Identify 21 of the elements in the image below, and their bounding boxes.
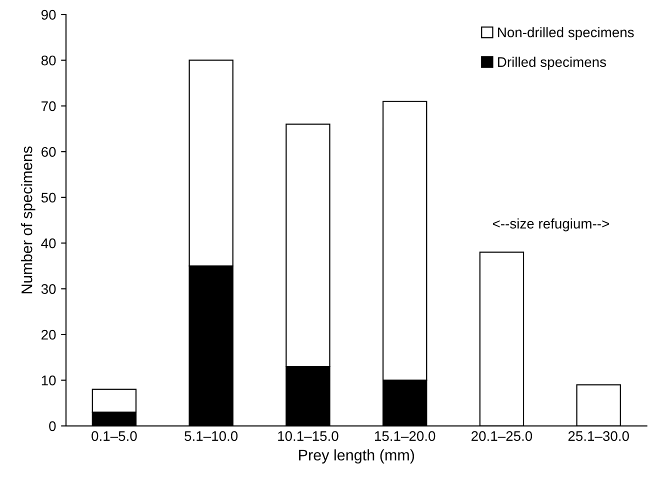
- x-tick-label: 10.1–15.0: [278, 431, 338, 441]
- x-tick-label: 25.1–30.0: [568, 431, 629, 441]
- y-tick-label: 20: [42, 330, 56, 340]
- y-tick-label: 10: [42, 376, 56, 386]
- y-tick-label: 50: [41, 192, 56, 203]
- annotation: <--size refugium-->: [493, 218, 609, 232]
- y-axis-title: Number of specimens: [21, 146, 36, 294]
- y-tick-label: 60: [42, 146, 56, 157]
- y-tick-label: 30: [41, 284, 56, 294]
- x-axis-title: Prey length (mm): [299, 449, 414, 464]
- legend-label: Drilled specimens: [498, 56, 606, 70]
- x-tick-label: 5.1–10.0: [184, 431, 238, 441]
- x-tick-label: 0.1–5.0: [92, 431, 137, 441]
- y-tick-label: 0: [49, 421, 56, 432]
- x-tick-label: 20.1–25.0: [472, 431, 532, 441]
- x-tick-label: 15.1–20.0: [375, 431, 436, 441]
- y-tick-label: 90: [41, 10, 56, 20]
- y-tick-label: 80: [41, 56, 56, 66]
- legend-label: Non-drilled specimens: [498, 27, 634, 40]
- y-tick-label: 70: [42, 101, 56, 112]
- y-tick-label: 40: [41, 238, 56, 248]
